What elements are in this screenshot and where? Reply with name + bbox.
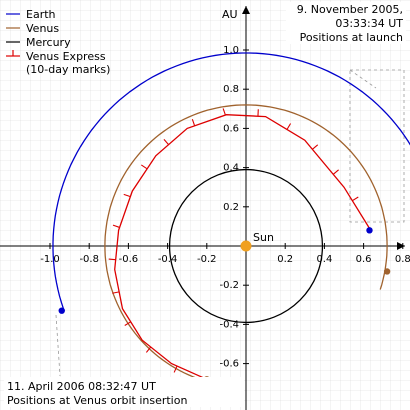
ve-10day-tick (124, 321, 131, 326)
y-tick-label: 0.8 (223, 84, 239, 95)
x-tick-label: -0.8 (79, 254, 99, 265)
insertion-caption: Positions at Venus orbit insertion (7, 394, 187, 407)
x-tick-label: 0.4 (316, 254, 332, 265)
ve-10day-tick (286, 123, 292, 130)
insertion-annotation-bg (4, 377, 244, 407)
ve-10day-tick (312, 144, 319, 150)
y-tick-label: -0.6 (219, 359, 239, 370)
x-tick-label: -0.2 (197, 254, 217, 265)
insertion-date: 11. April 2006 08:32:47 UT (7, 380, 156, 393)
ve-10day-tick (222, 108, 226, 116)
y-axis-label: AU (222, 8, 238, 21)
ve-10day-tick (191, 119, 196, 126)
y-tick-label: -0.4 (219, 319, 239, 330)
launch-caption: Positions at launch (300, 31, 403, 44)
orbits (52, 52, 410, 383)
y-tick-label: 1.0 (223, 45, 239, 56)
x-tick-label: -0.4 (158, 254, 178, 265)
y-tick-label: -0.2 (219, 280, 239, 291)
ve-10day-tick (145, 346, 152, 353)
x-tick-label: -1.0 (40, 254, 60, 265)
launch-dashed-box (349, 69, 405, 223)
x-axis-arrow-icon (397, 242, 405, 250)
ve-10day-tick (108, 258, 116, 261)
launch-date: 9. November 2005, (297, 3, 403, 16)
ve-10day-tick (123, 193, 131, 198)
legend-ve-note: (10-day marks) (26, 63, 110, 76)
x-tick-labels: -1.0 -0.8 -0.6 -0.4 -0.2 0.2 0.4 0.6 0.8 (40, 243, 410, 265)
x-tick-label: -0.6 (119, 254, 139, 265)
y-tick-label: 0.6 (223, 123, 239, 134)
legend: Earth Venus Mercury Venus Express (10-da… (6, 8, 110, 76)
earth-orbit (52, 52, 410, 310)
venus-orbit (104, 104, 388, 383)
y-tick-label: 0.4 (223, 163, 239, 174)
y-axis-arrow-icon (242, 6, 250, 14)
venus-launch-dot (383, 268, 391, 275)
x-tick-label: 0.2 (277, 254, 293, 265)
legend-ve-label: Venus Express (26, 50, 106, 63)
x-tick-label: 0.6 (356, 254, 372, 265)
x-tick-label: 0.8 (395, 254, 410, 265)
venus-express-ticks (108, 108, 359, 373)
sun-marker (240, 240, 252, 252)
earth-launch-dot (366, 227, 373, 234)
mercury-orbit (168, 168, 324, 324)
legend-mercury-label: Mercury (26, 36, 71, 49)
ve-10day-tick (112, 291, 120, 294)
ve-10day-tick (352, 196, 359, 202)
launch-time: 03:33:34 UT (335, 17, 403, 30)
sun-label: Sun (253, 231, 274, 244)
ve-10day-tick (112, 224, 120, 228)
ve-10day-tick (332, 169, 339, 175)
y-tick-labels: 1.0 0.8 0.6 0.4 0.2 -0.2 -0.4 -0.6 (219, 45, 249, 370)
y-tick-label: 0.2 (223, 202, 239, 213)
legend-venus-label: Venus (26, 22, 59, 35)
ve-10day-tick (140, 164, 148, 170)
venus-express-trajectory (114, 114, 371, 380)
earth-insertion-dot (58, 307, 65, 314)
ve-10day-tick (163, 139, 169, 146)
insertion-leader-earth (55, 314, 61, 377)
ve-10day-tick (173, 365, 178, 373)
launch-leader (349, 69, 377, 89)
launch-annotation-bg (286, 2, 406, 44)
legend-earth-label: Earth (26, 8, 56, 21)
